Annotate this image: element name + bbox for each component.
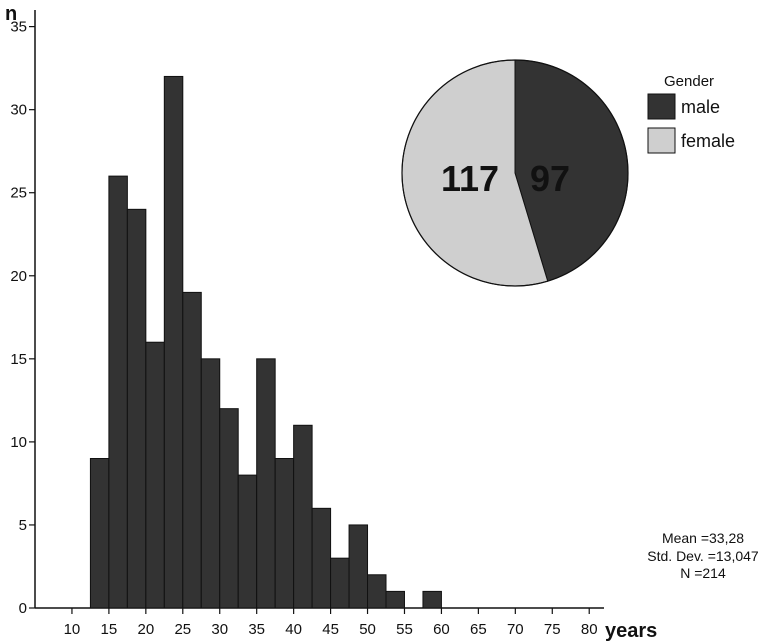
histogram-bar bbox=[126, 208, 147, 609]
x-axis: 10 15 20 25 30 35 40 45 50 55 60 65 70 75 80 bbox=[35, 607, 604, 638]
y-tick-label: 10 bbox=[10, 434, 27, 451]
legend: Gender male female bbox=[647, 73, 735, 154]
x-tick-label: 80 bbox=[581, 621, 598, 638]
histogram-bar bbox=[256, 358, 276, 609]
x-tick-label: 45 bbox=[322, 621, 339, 638]
histogram-bar bbox=[108, 175, 128, 609]
y-tick-label: 35 bbox=[10, 19, 27, 36]
histogram-bar bbox=[200, 358, 221, 609]
gender-pie-chart bbox=[401, 59, 629, 287]
y-tick-label: 15 bbox=[10, 351, 27, 368]
histogram-bar bbox=[219, 408, 239, 609]
stats-std-dev: Std. Dev. =13,047 bbox=[647, 548, 759, 564]
histogram-bar bbox=[237, 474, 258, 609]
x-tick-label: 40 bbox=[285, 621, 302, 638]
legend-swatch-male bbox=[647, 93, 676, 120]
bars bbox=[89, 75, 442, 609]
histogram-bar bbox=[163, 75, 184, 609]
y-tick-label: 25 bbox=[10, 185, 27, 202]
y-tick-label: 20 bbox=[10, 268, 27, 285]
legend-swatch-female bbox=[647, 127, 676, 154]
histogram-bar bbox=[311, 507, 332, 609]
x-tick-label: 10 bbox=[64, 621, 81, 638]
y-tick-label: 5 bbox=[19, 517, 27, 534]
histogram-bar bbox=[385, 590, 405, 609]
x-tick-label: 60 bbox=[433, 621, 450, 638]
histogram-bar bbox=[274, 458, 295, 609]
x-tick-label: 65 bbox=[470, 621, 487, 638]
y-tick-label: 30 bbox=[10, 102, 27, 119]
stats-box: Mean =33,28 Std. Dev. =13,047 N =214 bbox=[647, 530, 759, 581]
histogram-bar bbox=[182, 291, 202, 609]
x-tick-label: 55 bbox=[396, 621, 413, 638]
pie-outline bbox=[401, 59, 629, 287]
pie-label-male: 97 bbox=[530, 158, 570, 199]
histogram-bar bbox=[89, 458, 110, 609]
x-tick-label: 70 bbox=[507, 621, 524, 638]
y-axis-title: n bbox=[5, 3, 17, 25]
x-tick-label: 30 bbox=[211, 621, 228, 638]
x-axis-title: years bbox=[605, 620, 657, 642]
y-axis: 0 5 10 15 20 25 30 35 bbox=[10, 10, 36, 617]
x-tick-label: 25 bbox=[174, 621, 191, 638]
histogram-bar bbox=[145, 341, 165, 609]
x-tick-label: 50 bbox=[359, 621, 376, 638]
histogram-bar bbox=[422, 590, 442, 609]
x-tick-label: 20 bbox=[138, 621, 155, 638]
histogram-bar bbox=[293, 424, 313, 609]
stats-mean: Mean =33,28 bbox=[662, 530, 744, 546]
pie-label-female: 117 bbox=[441, 158, 499, 199]
legend-title: Gender bbox=[664, 73, 714, 90]
legend-label-female: female bbox=[681, 131, 735, 151]
x-tick-label: 35 bbox=[248, 621, 265, 638]
stats-n: N =214 bbox=[680, 565, 726, 581]
legend-label-male: male bbox=[681, 97, 720, 117]
y-tick-label: 0 bbox=[19, 600, 27, 617]
histogram-bar bbox=[348, 524, 369, 609]
histogram-bar bbox=[367, 574, 387, 609]
x-tick-label: 15 bbox=[101, 621, 118, 638]
histogram-bar bbox=[330, 557, 350, 609]
x-tick-label: 75 bbox=[544, 621, 561, 638]
